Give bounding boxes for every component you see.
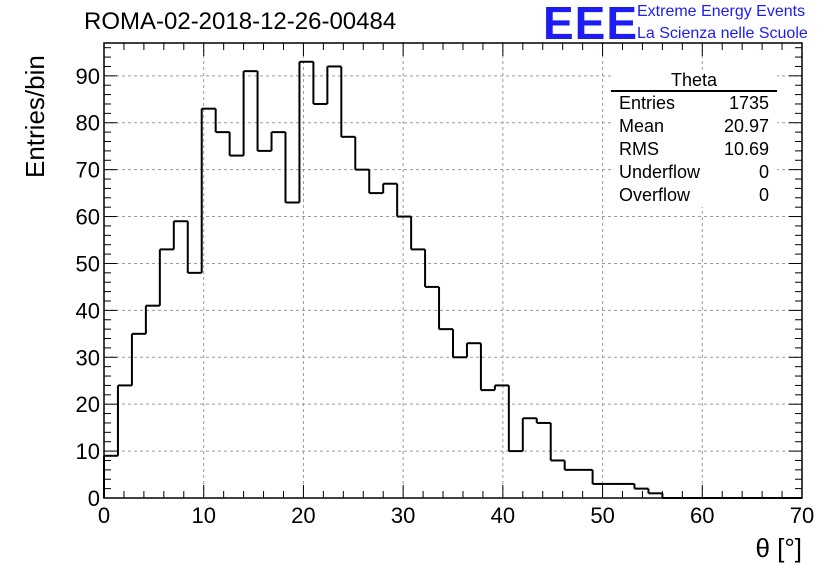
- x-tick-label: 70: [790, 503, 814, 528]
- plot-frame: [103, 42, 803, 499]
- stats-box: Theta Entries 1735 Mean 20.97 RMS 10.69 …: [611, 70, 777, 207]
- stats-row-entries: Entries 1735: [611, 92, 777, 115]
- stats-label: RMS: [619, 139, 659, 159]
- stats-row-rms: RMS 10.69: [611, 138, 777, 161]
- stats-label: Mean: [619, 116, 665, 136]
- x-tick-label: 30: [391, 503, 415, 528]
- stats-value: 0: [758, 162, 769, 182]
- y-axis-label: Entries/bin: [20, 55, 50, 178]
- x-tick-label: 0: [98, 503, 110, 528]
- x-tick-label: 60: [690, 503, 714, 528]
- stats-row-underflow: Underflow 0: [611, 161, 777, 184]
- x-tick-label: 10: [191, 503, 215, 528]
- y-tick-label: 60: [76, 205, 100, 230]
- x-tick-label: 40: [491, 503, 515, 528]
- logo-line-2: La Scienza nelle Scuole: [637, 25, 808, 42]
- chart-title: ROMA-02-2018-12-26-00484: [84, 8, 397, 35]
- y-tick-label: 0: [88, 486, 100, 511]
- stats-value: 1735: [728, 93, 769, 113]
- y-tick-label: 80: [76, 111, 100, 136]
- y-tick-label: 90: [76, 64, 100, 89]
- stats-value: 10.69: [723, 139, 769, 159]
- y-tick-label: 70: [76, 158, 100, 183]
- eee-logo: EEE: [543, 0, 639, 49]
- tick-labels: 0 10 20 30 40 50 60 70 0 10 20 30 40 50 60 70 80 90: [76, 64, 815, 528]
- x-axis-label: θ [°]: [755, 533, 802, 563]
- x-tick-label: 50: [590, 503, 614, 528]
- stats-row-overflow: Overflow 0: [611, 184, 777, 207]
- stats-value: 20.97: [723, 116, 769, 136]
- axis-ticks: [103, 43, 803, 499]
- grid-lines: [104, 43, 802, 498]
- y-tick-label: 30: [76, 345, 100, 370]
- stats-label: Overflow: [619, 185, 691, 205]
- logo-line-1: Extreme Energy Events: [637, 3, 806, 20]
- histogram-bins: [103, 60, 802, 499]
- plot-border: [103, 42, 803, 499]
- y-tick-label: 10: [76, 439, 100, 464]
- stats-title: Theta: [611, 70, 777, 92]
- y-tick-label: 40: [76, 298, 100, 323]
- x-tick-label: 20: [291, 503, 315, 528]
- y-tick-label: 50: [76, 251, 100, 276]
- stats-row-mean: Mean 20.97: [611, 115, 777, 138]
- y-tick-label: 20: [76, 392, 100, 417]
- stats-label: Entries: [619, 93, 676, 113]
- stats-label: Underflow: [619, 162, 701, 182]
- stats-value: 0: [758, 185, 769, 205]
